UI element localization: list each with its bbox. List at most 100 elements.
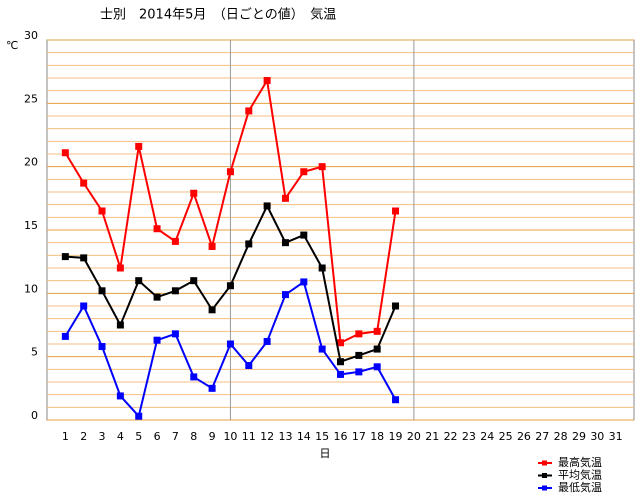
data-point xyxy=(61,332,69,340)
y-tick-label: 25 xyxy=(24,92,38,105)
x-tick-label: 9 xyxy=(209,430,216,443)
x-tick-label: 8 xyxy=(190,430,197,443)
data-point xyxy=(373,345,381,353)
data-point xyxy=(171,287,179,295)
data-point xyxy=(245,107,253,115)
data-point xyxy=(245,362,253,370)
x-tick-label: 30 xyxy=(590,430,604,443)
data-point xyxy=(171,237,179,245)
data-point xyxy=(208,384,216,392)
data-point xyxy=(80,179,88,187)
data-point xyxy=(190,189,198,197)
legend-label: 平均気温 xyxy=(558,468,602,482)
x-tick-label: 2 xyxy=(80,430,87,443)
x-tick-label: 6 xyxy=(154,430,161,443)
y-tick-label: 10 xyxy=(24,282,38,295)
x-tick-label: 12 xyxy=(260,430,274,443)
x-axis-label: 日 xyxy=(320,447,331,460)
x-tick-label: 27 xyxy=(535,430,549,443)
data-point xyxy=(392,302,400,310)
x-tick-label: 4 xyxy=(117,430,124,443)
x-tick-label: 19 xyxy=(389,430,403,443)
data-point xyxy=(61,253,69,261)
data-point xyxy=(116,321,124,329)
x-tick-label: 26 xyxy=(517,430,531,443)
x-tick-label: 3 xyxy=(99,430,106,443)
data-point xyxy=(337,339,344,347)
x-tick-label: 13 xyxy=(278,430,292,443)
data-point xyxy=(300,168,308,176)
data-point xyxy=(226,340,234,348)
data-point xyxy=(300,278,308,286)
data-point xyxy=(226,282,234,290)
x-tick-label: 20 xyxy=(407,430,421,443)
data-point xyxy=(392,207,400,215)
x-tick-label: 31 xyxy=(609,430,623,443)
data-point xyxy=(300,231,308,239)
data-point xyxy=(153,225,161,233)
x-tick-label: 17 xyxy=(352,430,366,443)
data-point xyxy=(355,351,363,359)
data-point xyxy=(355,368,363,376)
data-point xyxy=(226,168,234,176)
data-point xyxy=(135,142,143,150)
data-point xyxy=(208,306,216,314)
x-tick-label: 29 xyxy=(572,430,586,443)
y-unit: ℃ xyxy=(6,39,18,52)
data-point xyxy=(153,336,161,344)
y-tick-label: 5 xyxy=(31,346,38,359)
legend-marker xyxy=(542,485,547,491)
legend-label: 最高気温 xyxy=(558,455,602,469)
x-tick-label: 15 xyxy=(315,430,329,443)
x-tick-label: 23 xyxy=(462,430,476,443)
y-tick-label: 20 xyxy=(24,156,38,169)
y-tick-label: 0 xyxy=(31,409,38,422)
data-point xyxy=(263,77,271,85)
x-tick-label: 28 xyxy=(554,430,568,443)
x-tick-label: 5 xyxy=(135,430,142,443)
data-point xyxy=(281,239,289,247)
data-point xyxy=(281,194,289,202)
x-tick-label: 24 xyxy=(480,430,494,443)
x-tick-label: 11 xyxy=(242,430,256,443)
data-point xyxy=(337,358,344,366)
x-tick-label: 25 xyxy=(499,430,513,443)
data-point xyxy=(281,291,289,299)
data-point xyxy=(61,149,69,157)
data-point xyxy=(245,240,253,248)
x-tick-label: 14 xyxy=(297,430,311,443)
y-tick-label: 15 xyxy=(24,219,38,232)
data-point xyxy=(318,264,326,272)
data-point xyxy=(392,396,400,404)
data-point xyxy=(135,277,143,285)
chart-title: 士別 2014年5月 （日ごとの値） 気温 xyxy=(100,7,336,23)
data-point xyxy=(116,264,124,272)
data-point xyxy=(318,345,326,353)
data-point xyxy=(190,277,198,285)
data-point xyxy=(116,392,124,400)
data-point xyxy=(98,207,106,215)
data-point xyxy=(80,302,88,310)
data-point xyxy=(263,202,271,210)
legend-marker xyxy=(542,460,547,466)
x-tick-label: 22 xyxy=(444,430,458,443)
x-tick-label: 18 xyxy=(370,430,384,443)
legend-label: 最低気温 xyxy=(558,480,602,494)
x-tick-label: 16 xyxy=(334,430,348,443)
data-point xyxy=(153,293,161,301)
data-point xyxy=(373,327,381,335)
data-point xyxy=(80,254,88,262)
data-point xyxy=(171,330,179,338)
data-point xyxy=(208,242,216,250)
data-point xyxy=(98,287,106,295)
data-point xyxy=(318,163,326,171)
data-point xyxy=(190,373,198,381)
legend-marker xyxy=(542,473,547,478)
x-tick-label: 10 xyxy=(223,430,237,443)
x-tick-label: 1 xyxy=(62,430,69,443)
y-tick-label: 30 xyxy=(24,29,38,42)
data-point xyxy=(355,330,363,338)
data-point xyxy=(98,343,106,351)
data-point xyxy=(135,412,143,420)
